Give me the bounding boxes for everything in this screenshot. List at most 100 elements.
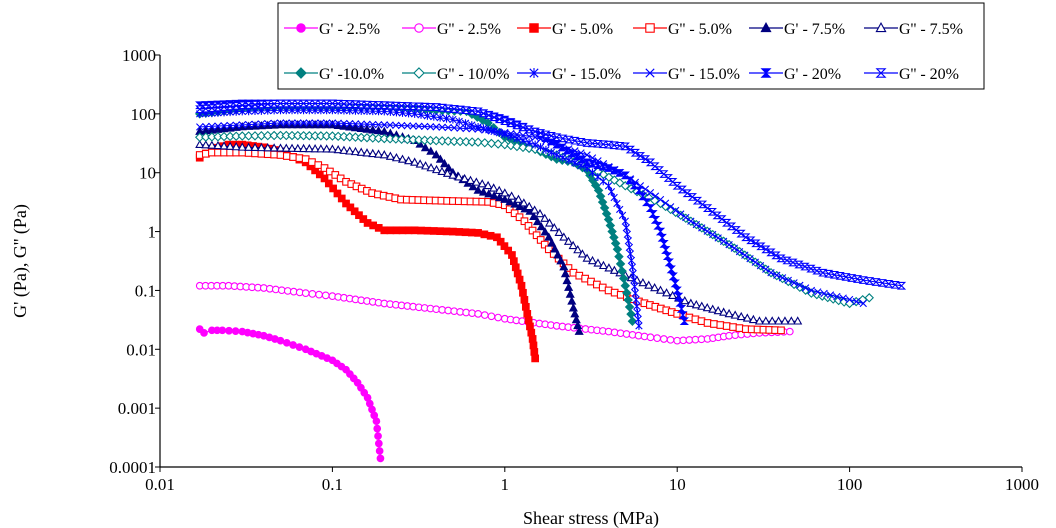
data-point (871, 278, 881, 286)
data-point (670, 279, 680, 288)
data-point (604, 263, 614, 272)
data-point (796, 281, 804, 290)
data-point (251, 120, 259, 128)
data-point (316, 144, 326, 153)
data-point (562, 146, 572, 155)
data-point (368, 125, 378, 134)
data-point (760, 68, 772, 78)
data-point (345, 122, 355, 131)
data-point (562, 275, 572, 285)
data-point (449, 136, 459, 147)
data-point (270, 106, 278, 115)
data-point (423, 226, 432, 235)
data-point (320, 174, 329, 183)
data-point (304, 99, 314, 108)
data-point (244, 101, 254, 109)
data-point (429, 227, 438, 235)
data-point (454, 172, 464, 181)
data-point (746, 254, 754, 263)
data-point (524, 201, 534, 211)
data-point (293, 99, 303, 108)
data-point (742, 313, 752, 322)
data-point (544, 232, 554, 241)
data-point (373, 101, 384, 109)
data-point (281, 99, 291, 108)
data-point (220, 122, 228, 130)
data-point (263, 143, 273, 152)
data-point (362, 148, 372, 157)
data-point (707, 207, 717, 216)
data-point (442, 168, 452, 177)
legend-item: G'' - 10/0% (402, 66, 509, 83)
data-point (356, 123, 366, 132)
data-point (486, 138, 497, 149)
data-point (276, 151, 285, 159)
data-point (675, 210, 686, 221)
data-point (275, 99, 286, 108)
data-point (722, 322, 731, 330)
data-point (609, 265, 619, 274)
data-point (702, 204, 713, 212)
data-point (724, 308, 734, 318)
data-point (553, 250, 563, 259)
data-point (650, 282, 660, 292)
data-point (719, 307, 729, 316)
data-point (269, 130, 279, 141)
data-point (350, 207, 359, 216)
data-point (301, 155, 310, 164)
data-point (455, 117, 463, 126)
legend-item: G' - 2.5% (284, 21, 380, 38)
data-point (507, 129, 515, 138)
data-point (431, 135, 441, 146)
data-point (588, 168, 597, 177)
data-point (391, 153, 402, 162)
data-point (500, 188, 510, 197)
data-point (465, 175, 476, 184)
data-point (692, 220, 701, 229)
data-point (437, 166, 447, 176)
data-point (519, 198, 529, 207)
data-point (351, 120, 360, 128)
data-point (603, 140, 614, 149)
data-point (425, 103, 436, 111)
data-point (852, 297, 861, 306)
data-point (379, 101, 389, 110)
data-point (256, 142, 266, 152)
data-point (615, 259, 626, 269)
data-point (877, 279, 888, 287)
data-point (426, 122, 435, 131)
data-point (646, 188, 655, 197)
data-point (327, 144, 337, 153)
data-point (289, 341, 297, 349)
data-point (719, 237, 728, 245)
data-point (594, 172, 602, 181)
data-point (788, 258, 798, 267)
data-point (754, 316, 765, 325)
data-point (489, 190, 499, 200)
data-point (746, 236, 756, 245)
data-point (666, 203, 675, 211)
data-point (442, 227, 451, 236)
data-point (438, 123, 446, 131)
data-point (691, 300, 701, 309)
data-point (288, 119, 296, 127)
data-point (774, 316, 784, 325)
y-ticks: 0.0001 0.001 0.01 0.1 1 10 100 1000 (109, 46, 160, 477)
data-point (484, 111, 494, 120)
data-point (281, 143, 291, 152)
data-point (559, 232, 569, 241)
data-point (270, 119, 278, 127)
data-point (550, 244, 560, 253)
data-point (648, 210, 658, 218)
data-point (489, 113, 499, 122)
data-point (642, 198, 652, 207)
data-point (474, 125, 482, 133)
data-point (553, 151, 561, 159)
legend-label: G'' - 20% (899, 66, 959, 83)
legend-item: G'' - 7.5% (864, 21, 963, 38)
data-point (540, 213, 550, 222)
data-point (501, 128, 509, 137)
data-point (858, 276, 868, 284)
data-point (800, 262, 810, 271)
data-point (634, 315, 642, 324)
